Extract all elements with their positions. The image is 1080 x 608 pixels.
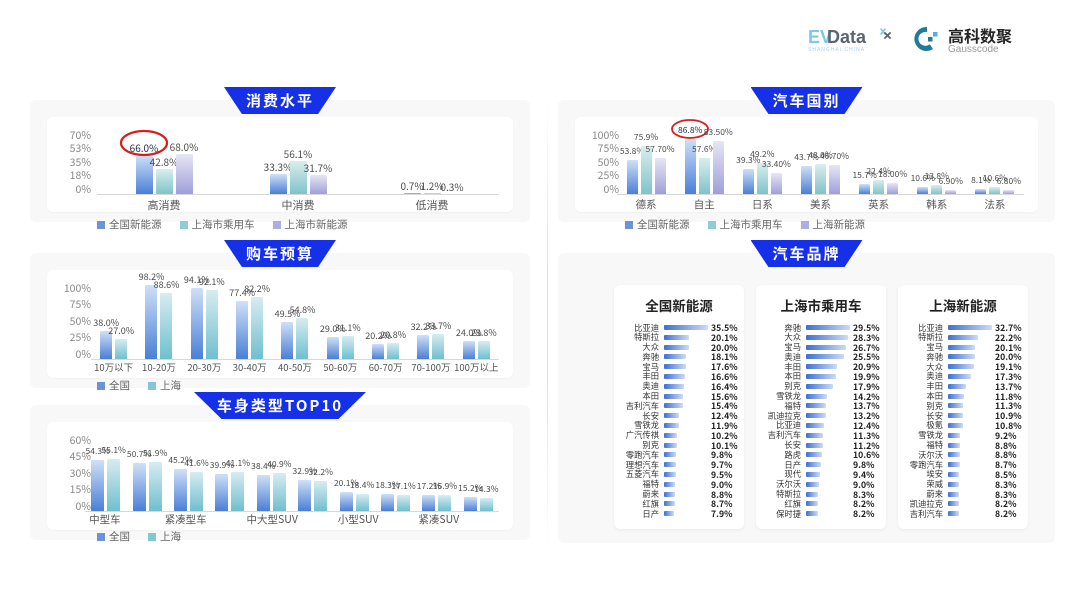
- svg-text:Data: Data: [827, 27, 867, 47]
- svg-text:SHANGHAI CHINA: SHANGHAI CHINA: [808, 47, 865, 53]
- svg-text:Gausscode: Gausscode: [948, 44, 999, 54]
